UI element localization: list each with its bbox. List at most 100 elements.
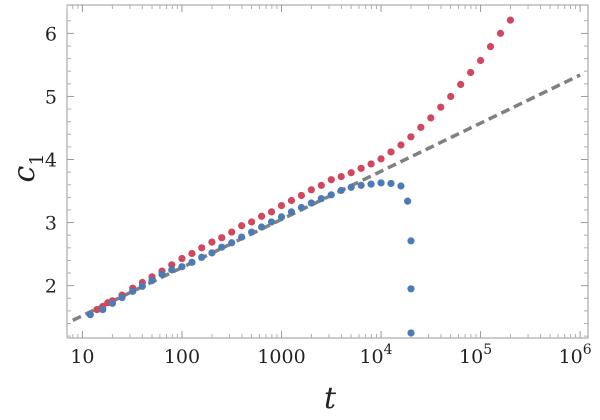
red-series-point bbox=[307, 186, 315, 194]
blue-series-point bbox=[377, 179, 385, 187]
y-axis-title-subscript: 1 bbox=[26, 154, 48, 166]
y-tick-label: 2 bbox=[45, 276, 57, 298]
x-tick-label-base: 10 bbox=[559, 346, 583, 368]
red-series-point bbox=[257, 212, 266, 220]
x-tick-label-exponent: 5 bbox=[483, 342, 492, 358]
data-points bbox=[86, 16, 515, 337]
y-tick-label: 5 bbox=[45, 86, 57, 108]
blue-series-point bbox=[297, 203, 306, 212]
red-series-point bbox=[347, 169, 355, 177]
y-tick-label: 6 bbox=[45, 23, 57, 45]
blue-series-point bbox=[188, 258, 196, 266]
x-tick-label: 106 bbox=[559, 342, 592, 368]
y-tick-label: 4 bbox=[45, 150, 57, 172]
x-tick-label-exponent: 4 bbox=[384, 342, 393, 358]
red-series-point bbox=[218, 234, 226, 242]
x-tick-label: 104 bbox=[359, 342, 392, 368]
blue-series-point bbox=[86, 311, 94, 319]
blue-series-point bbox=[198, 253, 206, 261]
red-series-point bbox=[407, 133, 415, 141]
blue-series-point bbox=[387, 179, 395, 188]
blue-series-point bbox=[218, 243, 226, 251]
blue-series-point bbox=[307, 199, 315, 207]
red-series-point bbox=[297, 191, 306, 200]
blue-series-point bbox=[208, 249, 216, 257]
red-series-point bbox=[357, 164, 365, 172]
blue-series-point bbox=[407, 285, 415, 293]
blue-series-point bbox=[357, 181, 365, 189]
blue-series-point bbox=[118, 294, 126, 302]
blue-series-point bbox=[407, 237, 415, 245]
red-series-point bbox=[367, 160, 375, 168]
red-series-point bbox=[496, 29, 505, 37]
blue-series-point bbox=[238, 233, 246, 241]
red-series-point bbox=[417, 123, 425, 131]
red-series-point bbox=[397, 141, 405, 149]
blue-series-point bbox=[407, 329, 415, 337]
red-series-point bbox=[447, 92, 455, 101]
red-series-point bbox=[457, 80, 465, 89]
blue-series-point bbox=[168, 266, 176, 274]
blue-series-point bbox=[148, 277, 156, 285]
reference-dashed-line bbox=[72, 73, 581, 322]
red-series-point bbox=[506, 16, 515, 24]
blue-series-point bbox=[138, 282, 146, 290]
red-series-point bbox=[188, 249, 196, 258]
red-series-point bbox=[277, 201, 286, 210]
y-tick-label: 3 bbox=[45, 213, 57, 235]
y-axis-title-main: c bbox=[7, 165, 42, 182]
red-series-point bbox=[198, 244, 206, 252]
x-tick-label-base: 10 bbox=[459, 346, 483, 368]
red-series-point bbox=[228, 228, 236, 236]
red-series-point bbox=[437, 103, 445, 111]
blue-series-point bbox=[158, 270, 166, 278]
blue-series-point bbox=[367, 180, 375, 188]
blue-series-point bbox=[327, 191, 335, 199]
y-axis-title: c1 bbox=[7, 154, 48, 183]
red-series-point bbox=[317, 181, 325, 189]
x-tick-label-base: 1000 bbox=[257, 346, 305, 368]
red-series-point bbox=[287, 196, 296, 205]
blue-series-point bbox=[108, 299, 116, 307]
x-tick-label-exponent: 6 bbox=[583, 342, 592, 358]
red-series-point bbox=[377, 155, 385, 163]
red-series-point bbox=[238, 222, 246, 230]
reference-line bbox=[72, 73, 581, 322]
red-series-point bbox=[387, 148, 395, 156]
blue-series-point bbox=[317, 195, 325, 203]
red-series-point bbox=[178, 254, 186, 263]
x-tick-label: 1000 bbox=[257, 346, 305, 368]
red-series-point bbox=[486, 43, 495, 51]
x-axis-title: t bbox=[324, 381, 337, 416]
red-series-point bbox=[467, 68, 475, 77]
blue-series-point bbox=[404, 197, 412, 205]
blue-series-point bbox=[129, 287, 137, 295]
blue-series-point bbox=[228, 239, 236, 247]
x-tick-label: 100 bbox=[164, 346, 200, 368]
blue-series-point bbox=[99, 306, 107, 314]
red-series-point bbox=[93, 306, 101, 314]
plot-border bbox=[66, 4, 589, 339]
blue-series-point bbox=[267, 218, 276, 226]
red-series-point bbox=[337, 172, 345, 181]
x-tick-label: 10 bbox=[70, 346, 94, 368]
x-tick-label-base: 10 bbox=[70, 346, 94, 368]
red-series-point bbox=[208, 238, 216, 246]
red-series-point bbox=[267, 208, 276, 216]
red-series-point bbox=[427, 114, 435, 122]
x-tick-label: 105 bbox=[459, 342, 492, 368]
blue-series-point bbox=[397, 182, 405, 190]
plot-frame bbox=[66, 4, 589, 339]
x-tick-label-base: 10 bbox=[359, 346, 383, 368]
red-series-point bbox=[168, 261, 176, 269]
blue-series-point bbox=[248, 228, 256, 236]
red-series-point bbox=[248, 218, 256, 226]
blue-series-point bbox=[257, 223, 266, 231]
blue-series-point bbox=[178, 263, 186, 271]
red-series-point bbox=[327, 176, 335, 184]
red-series-point bbox=[476, 56, 485, 65]
x-tick-label-base: 100 bbox=[164, 346, 200, 368]
blue-series-point bbox=[277, 213, 286, 221]
